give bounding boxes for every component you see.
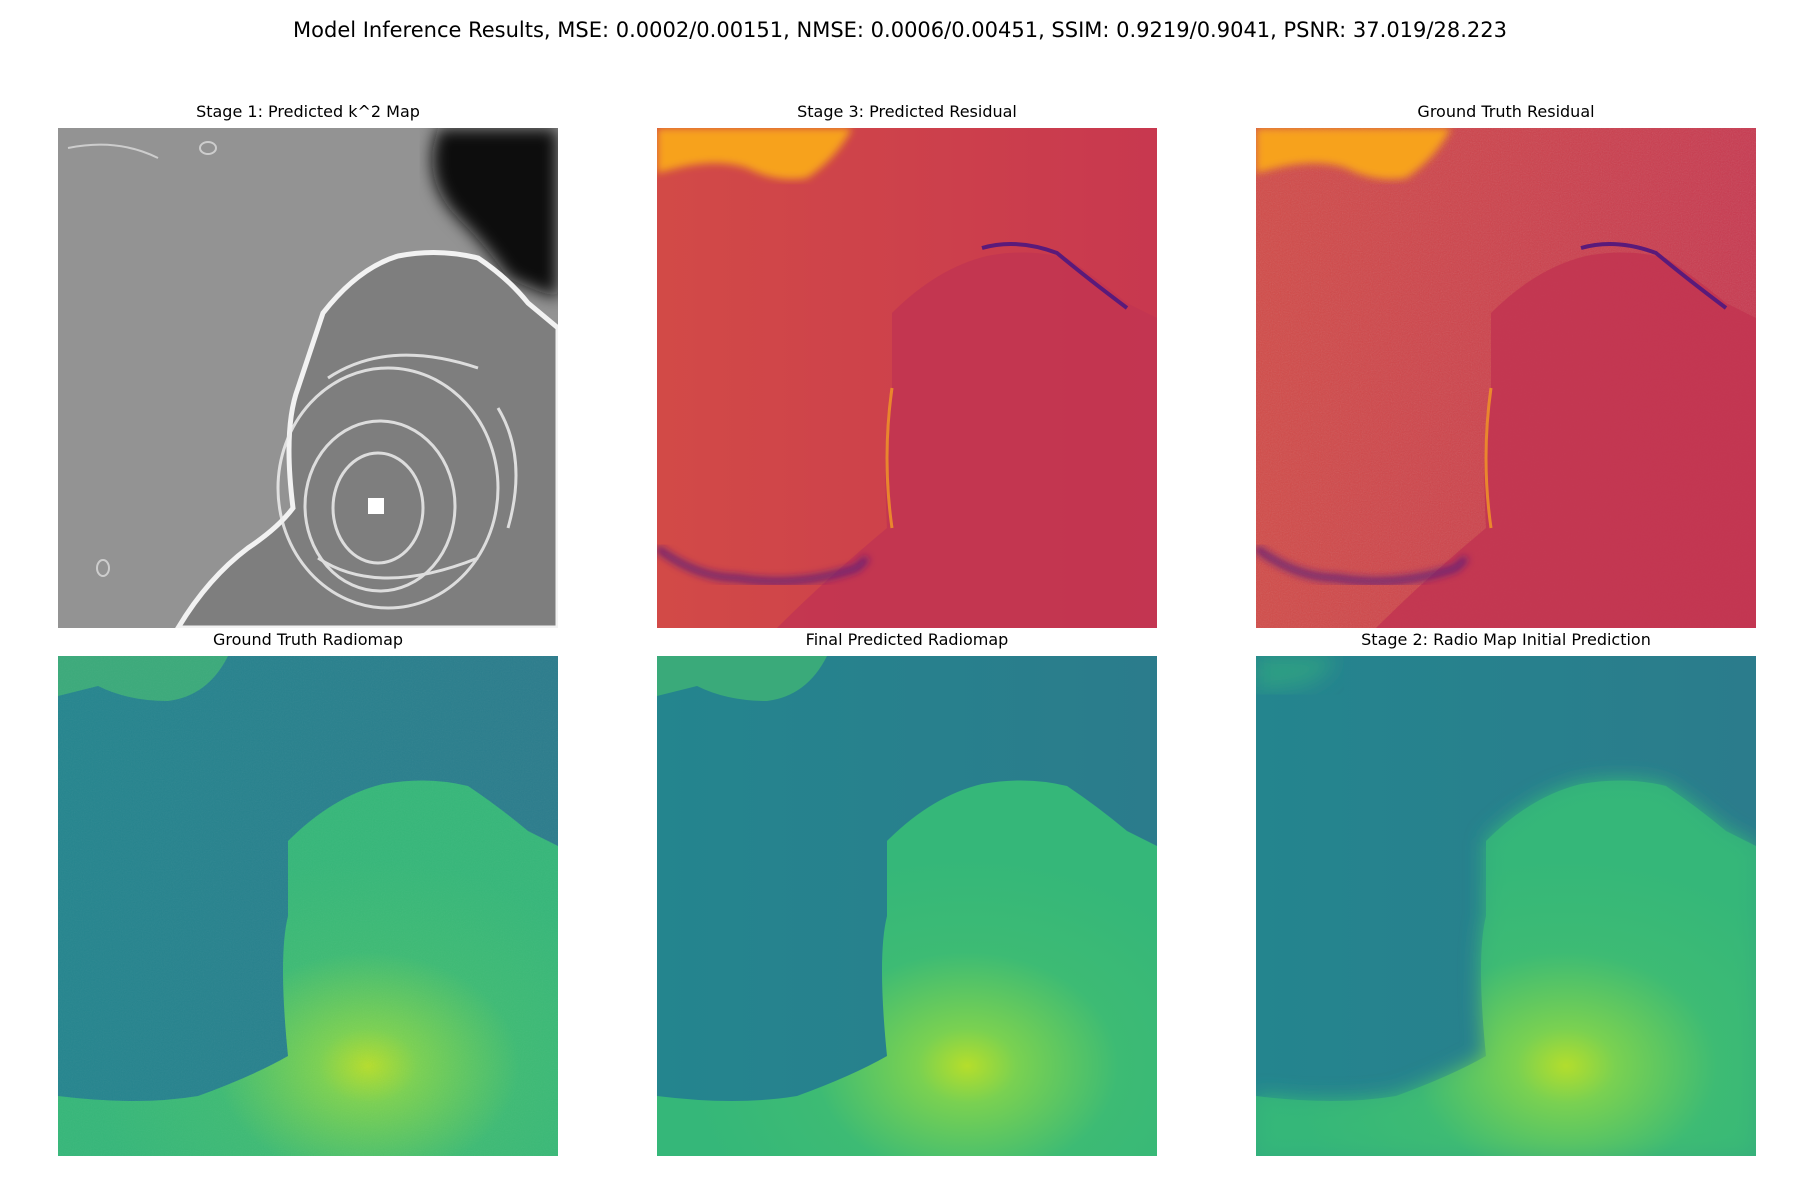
ground-truth-residual-image: [1256, 128, 1756, 628]
panel-title: Stage 2: Radio Map Initial Prediction: [1361, 630, 1651, 649]
final-predicted-radiomap-image: [657, 656, 1157, 1156]
predicted-residual-image: [657, 128, 1157, 628]
initial-prediction-radiomap-image: [1256, 656, 1756, 1156]
panel-title: Final Predicted Radiomap: [805, 630, 1009, 649]
figure-title: Model Inference Results, MSE: 0.0002/0.0…: [293, 18, 1507, 42]
panel-title: Ground Truth Radiomap: [212, 630, 404, 649]
ground-truth-radiomap-image: [58, 656, 558, 1156]
panel-title: Ground Truth Residual: [1417, 102, 1595, 121]
k2-map-image: [58, 128, 558, 628]
panel-title: Stage 1: Predicted k^2 Map: [196, 102, 420, 121]
panel-title: Stage 3: Predicted Residual: [797, 102, 1017, 121]
